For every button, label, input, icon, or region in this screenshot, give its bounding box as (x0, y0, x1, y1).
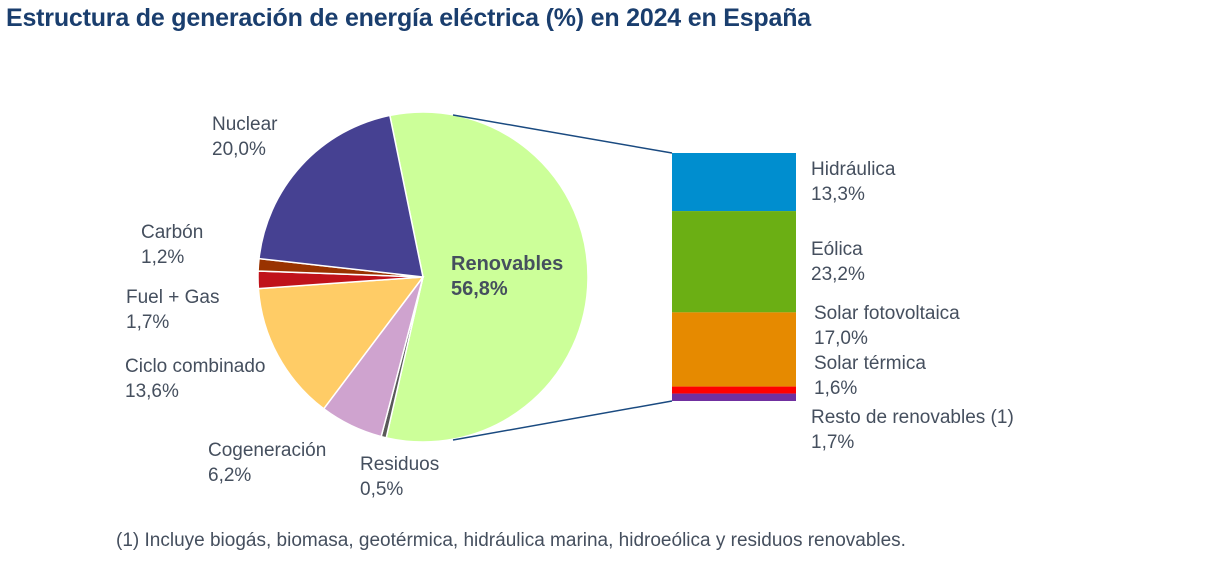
data-label: Cogeneración 6,2% (208, 438, 326, 488)
label-value: 20,0% (212, 139, 266, 160)
label-name: Hidráulica (811, 159, 896, 180)
data-label: Ciclo combinado 13,6% (125, 354, 265, 404)
label-value: 1,6% (814, 378, 858, 399)
data-label: Renovables 56,8% (451, 252, 563, 302)
label-name: Resto de renovables (1) (811, 407, 1014, 428)
label-value: 56,8% (451, 278, 508, 300)
data-label: Hidráulica 13,3% (811, 157, 895, 207)
bar-segment-resto-de-renovables-1- (672, 393, 796, 401)
bar-segment-hidr-ulica (672, 153, 796, 212)
data-label: Eólica 23,2% (811, 237, 865, 287)
data-label: Solar térmica 1,6% (814, 351, 926, 401)
label-value: 23,2% (811, 264, 865, 285)
label-name: Renovables (451, 253, 564, 275)
label-name: Solar térmica (814, 353, 926, 374)
label-name: Nuclear (212, 114, 278, 135)
label-name: Carbón (141, 222, 204, 243)
label-name: Residuos (360, 454, 440, 475)
pie-slice-nuclear (258, 114, 424, 278)
data-label: Residuos 0,5% (360, 452, 439, 502)
chart-title: Estructura de generación de energía eléc… (6, 4, 811, 32)
label-value: 6,2% (208, 465, 252, 486)
data-label: Solar fotovoltaica 17,0% (814, 301, 960, 351)
footnote: (1) Incluye biogás, biomasa, geotérmica,… (116, 530, 906, 551)
pie-slice-ciclo-combinado (257, 276, 425, 410)
label-value: 1,7% (126, 312, 170, 333)
label-name: Fuel + Gas (126, 287, 220, 308)
label-name: Cogeneración (208, 440, 327, 461)
pie-slice-renovables (385, 111, 589, 443)
data-label: Nuclear 20,0% (212, 112, 277, 162)
label-value: 1,2% (141, 247, 185, 268)
bar-segment-solar-fotovoltaica (672, 312, 796, 387)
label-value: 13,3% (811, 184, 865, 205)
label-value: 1,7% (811, 432, 855, 453)
bar-segment-solar-t-rmica (672, 386, 796, 394)
label-value: 0,5% (360, 479, 404, 500)
connector-line (452, 114, 673, 154)
data-label: Carbón 1,2% (141, 220, 203, 270)
label-name: Eólica (811, 239, 863, 260)
label-value: 17,0% (814, 328, 868, 349)
label-value: 13,6% (125, 381, 179, 402)
connector-line (452, 400, 673, 441)
bar-segment-e-lica (672, 211, 796, 313)
label-name: Ciclo combinado (125, 356, 266, 377)
label-name: Solar fotovoltaica (814, 303, 960, 324)
data-label: Fuel + Gas 1,7% (126, 285, 219, 335)
data-label: Resto de renovables (1) 1,7% (811, 405, 1014, 455)
